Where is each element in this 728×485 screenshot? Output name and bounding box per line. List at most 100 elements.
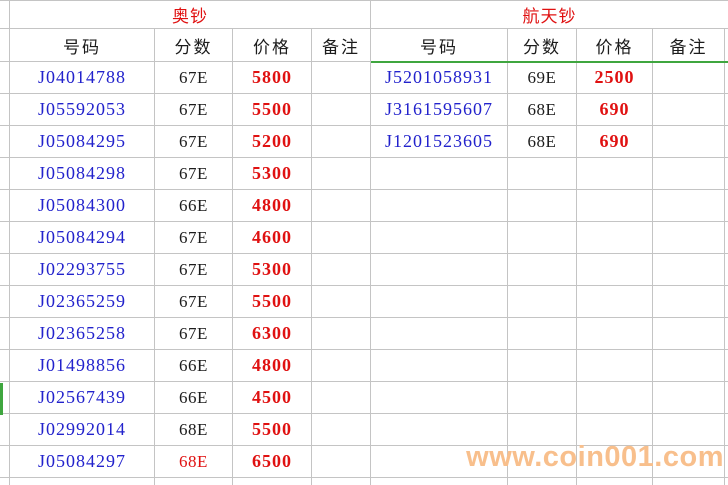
cell-left-note[interactable] bbox=[312, 254, 371, 286]
cell-left-price[interactable]: 5500 bbox=[233, 286, 312, 318]
cell-right-score[interactable] bbox=[508, 318, 577, 350]
cell-right-note[interactable] bbox=[653, 222, 725, 254]
cell-right-note[interactable] bbox=[653, 286, 725, 318]
row-margin-cell[interactable] bbox=[0, 158, 10, 190]
row-sliver-cell[interactable] bbox=[725, 446, 728, 478]
header-left-price[interactable]: 价格 bbox=[233, 29, 312, 62]
cell-right-price[interactable] bbox=[577, 382, 653, 414]
cell-right-note[interactable] bbox=[653, 414, 725, 446]
row-margin-cell[interactable] bbox=[0, 94, 10, 126]
cell-right-price[interactable] bbox=[577, 318, 653, 350]
row-margin-cell[interactable] bbox=[0, 126, 10, 158]
cell-right-number[interactable]: J5201058931 bbox=[371, 62, 508, 94]
cell-right-number[interactable] bbox=[371, 190, 508, 222]
cell-left-price[interactable]: 6500 bbox=[233, 446, 312, 478]
cell-left-score[interactable]: 68E bbox=[155, 446, 233, 478]
header-right-note[interactable]: 备注 bbox=[653, 29, 725, 62]
header-corner-cell[interactable] bbox=[0, 29, 10, 62]
cell-right-score[interactable] bbox=[508, 158, 577, 190]
cell-left-number[interactable]: J05084300 bbox=[10, 190, 155, 222]
title-corner-cell[interactable] bbox=[0, 1, 10, 29]
cell-right-number[interactable] bbox=[371, 382, 508, 414]
cell-left-number[interactable]: J05592053 bbox=[10, 94, 155, 126]
row-sliver-cell[interactable] bbox=[725, 286, 728, 318]
cell-left-price[interactable]: 5300 bbox=[233, 254, 312, 286]
cell-left-number[interactable]: J02567439 bbox=[10, 382, 155, 414]
cell-right-score[interactable] bbox=[508, 350, 577, 382]
cell-right-note[interactable] bbox=[653, 94, 725, 126]
cell-left-score[interactable]: 67E bbox=[155, 254, 233, 286]
cell-right-note[interactable] bbox=[653, 126, 725, 158]
partial-row-cell[interactable] bbox=[725, 478, 728, 485]
cell-left-number[interactable]: J02365258 bbox=[10, 318, 155, 350]
cell-left-number[interactable]: J01498856 bbox=[10, 350, 155, 382]
cell-right-price[interactable] bbox=[577, 222, 653, 254]
cell-left-price[interactable]: 4500 bbox=[233, 382, 312, 414]
cell-left-number[interactable]: J04014788 bbox=[10, 62, 155, 94]
cell-right-number[interactable] bbox=[371, 414, 508, 446]
cell-right-number[interactable] bbox=[371, 318, 508, 350]
cell-left-score[interactable]: 67E bbox=[155, 222, 233, 254]
cell-left-number[interactable]: J05084294 bbox=[10, 222, 155, 254]
cell-right-score[interactable] bbox=[508, 414, 577, 446]
cell-left-score[interactable]: 68E bbox=[155, 414, 233, 446]
row-margin-cell[interactable] bbox=[0, 286, 10, 318]
cell-left-note[interactable] bbox=[312, 414, 371, 446]
cell-right-score[interactable] bbox=[508, 190, 577, 222]
cell-left-note[interactable] bbox=[312, 318, 371, 350]
cell-right-price[interactable] bbox=[577, 446, 653, 478]
cell-right-note[interactable] bbox=[653, 446, 725, 478]
cell-left-score[interactable]: 67E bbox=[155, 318, 233, 350]
cell-left-note[interactable] bbox=[312, 286, 371, 318]
cell-left-price[interactable]: 5500 bbox=[233, 94, 312, 126]
header-left-number[interactable]: 号码 bbox=[10, 29, 155, 62]
header-right-score[interactable]: 分数 bbox=[508, 29, 577, 62]
cell-left-price[interactable]: 4600 bbox=[233, 222, 312, 254]
cell-left-number[interactable]: J05084298 bbox=[10, 158, 155, 190]
cell-left-price[interactable]: 5800 bbox=[233, 62, 312, 94]
row-sliver-cell[interactable] bbox=[725, 126, 728, 158]
header-right-price[interactable]: 价格 bbox=[577, 29, 653, 62]
cell-right-number[interactable] bbox=[371, 286, 508, 318]
cell-right-price[interactable]: 690 bbox=[577, 94, 653, 126]
header-left-score[interactable]: 分数 bbox=[155, 29, 233, 62]
partial-row-cell[interactable] bbox=[312, 478, 371, 485]
cell-right-note[interactable] bbox=[653, 254, 725, 286]
partial-row-cell[interactable] bbox=[653, 478, 725, 485]
cell-left-number[interactable]: J05084295 bbox=[10, 126, 155, 158]
partial-row-cell[interactable] bbox=[371, 478, 508, 485]
cell-left-note[interactable] bbox=[312, 446, 371, 478]
cell-right-score[interactable]: 68E bbox=[508, 126, 577, 158]
cell-right-number[interactable] bbox=[371, 254, 508, 286]
cell-right-price[interactable] bbox=[577, 414, 653, 446]
row-margin-cell[interactable] bbox=[0, 254, 10, 286]
cell-left-price[interactable]: 5300 bbox=[233, 158, 312, 190]
partial-row-cell[interactable] bbox=[233, 478, 312, 485]
cell-right-note[interactable] bbox=[653, 62, 725, 94]
cell-right-price[interactable]: 2500 bbox=[577, 62, 653, 94]
cell-right-score[interactable] bbox=[508, 446, 577, 478]
cell-right-number[interactable] bbox=[371, 222, 508, 254]
cell-right-score[interactable] bbox=[508, 286, 577, 318]
cell-right-price[interactable] bbox=[577, 158, 653, 190]
cell-left-score[interactable]: 67E bbox=[155, 158, 233, 190]
cell-left-price[interactable]: 6300 bbox=[233, 318, 312, 350]
cell-left-number[interactable]: J05084297 bbox=[10, 446, 155, 478]
row-sliver-cell[interactable] bbox=[725, 382, 728, 414]
row-sliver-cell[interactable] bbox=[725, 190, 728, 222]
cell-right-score[interactable]: 68E bbox=[508, 94, 577, 126]
cell-right-note[interactable] bbox=[653, 190, 725, 222]
row-margin-cell[interactable] bbox=[0, 318, 10, 350]
row-sliver-cell[interactable] bbox=[725, 318, 728, 350]
row-margin-cell[interactable] bbox=[0, 350, 10, 382]
partial-row-cell[interactable] bbox=[10, 478, 155, 485]
partial-row-cell[interactable] bbox=[508, 478, 577, 485]
cell-right-note[interactable] bbox=[653, 158, 725, 190]
row-sliver-cell[interactable] bbox=[725, 254, 728, 286]
cell-left-score[interactable]: 67E bbox=[155, 62, 233, 94]
cell-left-score[interactable]: 67E bbox=[155, 286, 233, 318]
cell-left-note[interactable] bbox=[312, 126, 371, 158]
row-margin-cell[interactable] bbox=[0, 222, 10, 254]
cell-left-score[interactable]: 66E bbox=[155, 190, 233, 222]
cell-right-score[interactable] bbox=[508, 222, 577, 254]
